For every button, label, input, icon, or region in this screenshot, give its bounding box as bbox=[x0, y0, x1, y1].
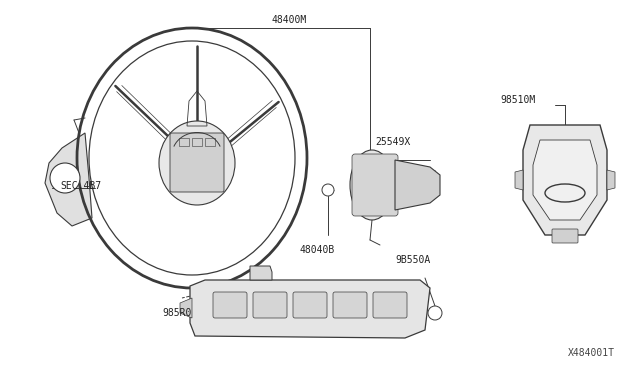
Polygon shape bbox=[395, 160, 440, 210]
FancyBboxPatch shape bbox=[213, 292, 247, 318]
FancyBboxPatch shape bbox=[373, 292, 407, 318]
Polygon shape bbox=[515, 170, 523, 190]
Text: 9B550A: 9B550A bbox=[395, 255, 430, 265]
Text: 48040B: 48040B bbox=[300, 245, 335, 255]
FancyBboxPatch shape bbox=[352, 154, 398, 216]
Polygon shape bbox=[190, 280, 430, 338]
Circle shape bbox=[50, 163, 80, 193]
FancyBboxPatch shape bbox=[333, 292, 367, 318]
Text: SEC.4B7: SEC.4B7 bbox=[60, 181, 101, 191]
Text: 25549X: 25549X bbox=[375, 137, 410, 147]
FancyBboxPatch shape bbox=[170, 133, 224, 192]
Polygon shape bbox=[533, 140, 597, 220]
FancyBboxPatch shape bbox=[552, 229, 578, 243]
Ellipse shape bbox=[350, 150, 394, 220]
Text: 98510M: 98510M bbox=[500, 95, 535, 105]
Ellipse shape bbox=[159, 121, 235, 205]
FancyBboxPatch shape bbox=[253, 292, 287, 318]
FancyBboxPatch shape bbox=[293, 292, 327, 318]
Polygon shape bbox=[250, 266, 272, 280]
Polygon shape bbox=[607, 170, 615, 190]
Text: X484001T: X484001T bbox=[568, 348, 615, 358]
Polygon shape bbox=[523, 125, 607, 235]
Text: 48400M: 48400M bbox=[271, 15, 307, 25]
Bar bbox=[179, 138, 189, 146]
Bar bbox=[192, 138, 202, 146]
Polygon shape bbox=[45, 133, 92, 226]
Polygon shape bbox=[180, 298, 192, 318]
Text: 985R0: 985R0 bbox=[162, 308, 191, 318]
Circle shape bbox=[428, 306, 442, 320]
Bar bbox=[205, 138, 215, 146]
Circle shape bbox=[322, 184, 334, 196]
